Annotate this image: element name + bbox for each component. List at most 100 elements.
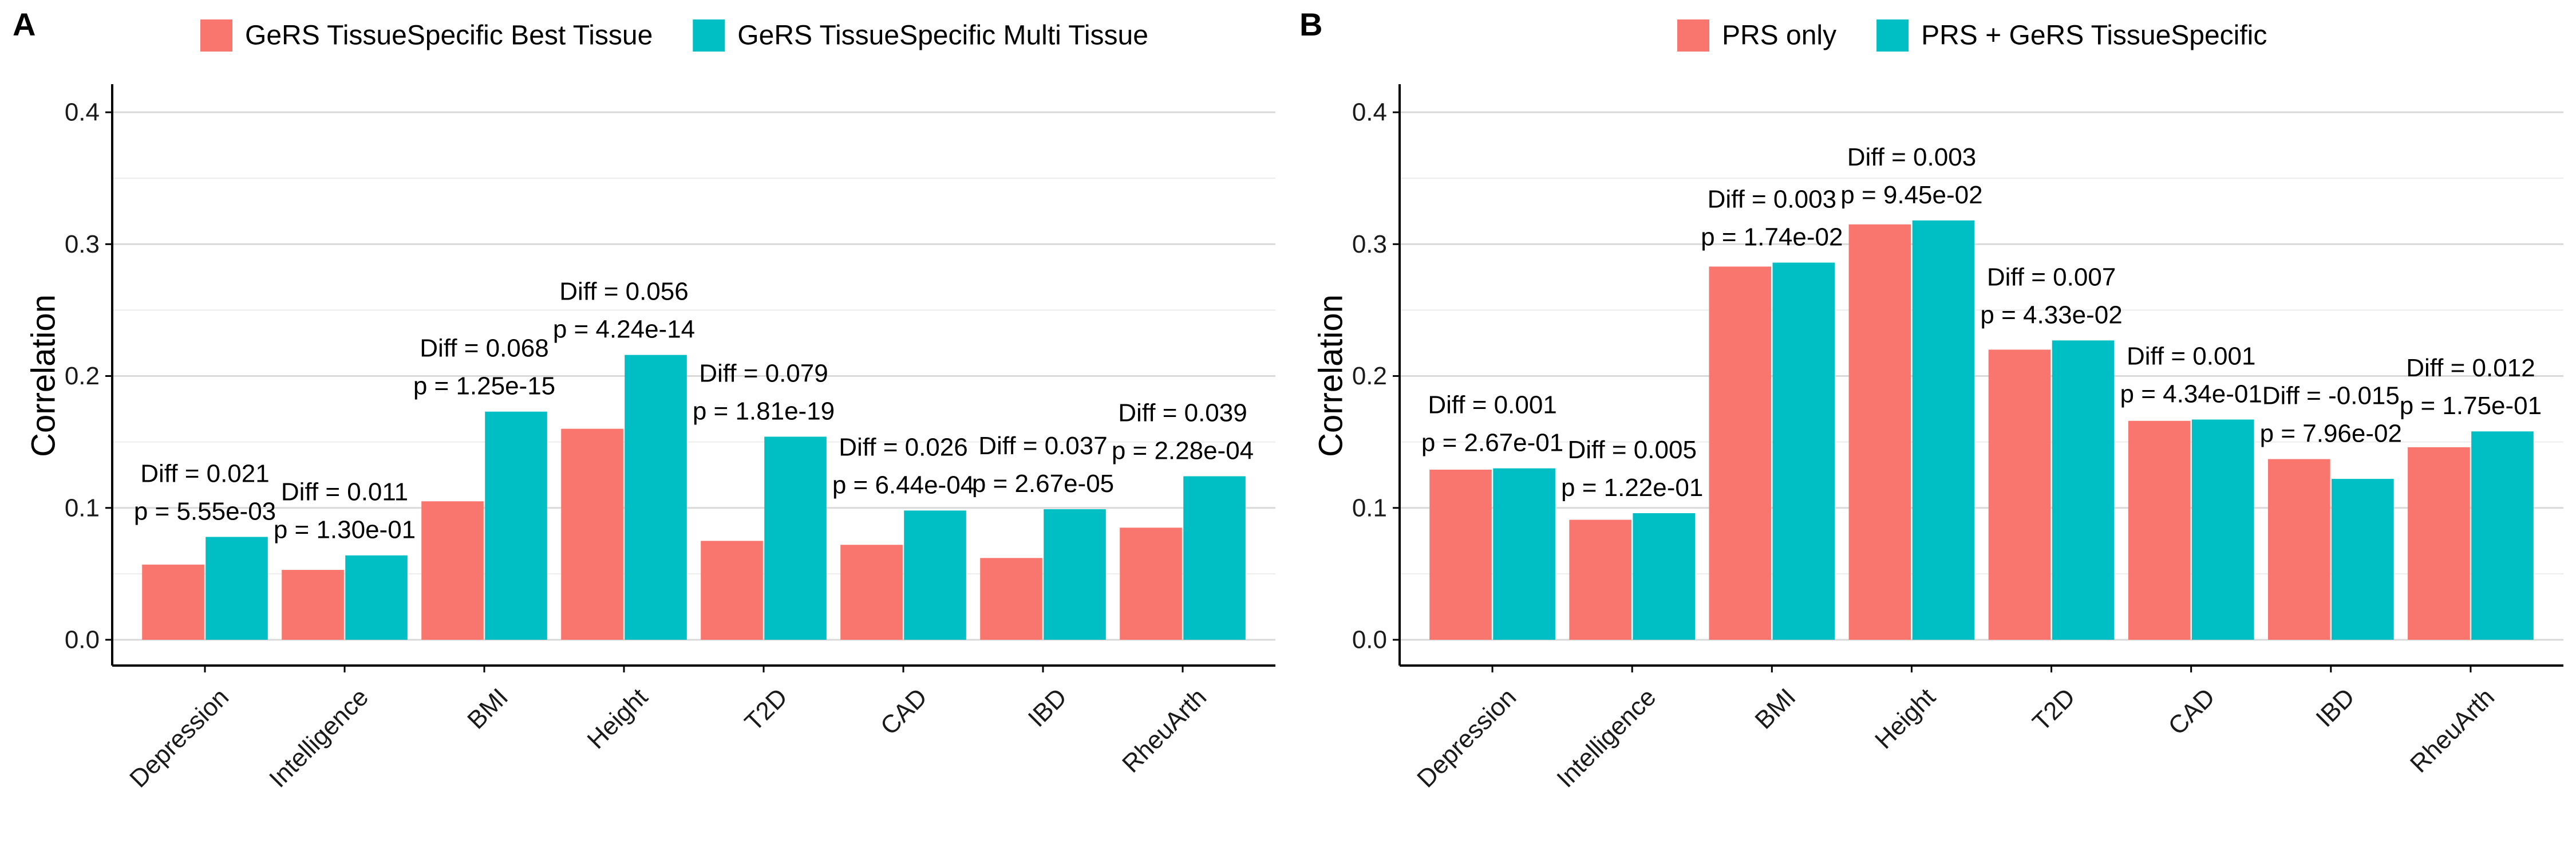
annotation-p-value: p = 1.81e-19 [693,397,835,425]
bar-height-series-2 [1912,220,1975,640]
annotation-diff: Diff = 0.079 [699,359,828,387]
annotation-p-value: p = 2.28e-04 [1112,437,1254,465]
annotation-diff: Diff = 0.001 [1428,391,1556,419]
bar-ibd-series-1 [980,558,1042,640]
bar-t2d-series-1 [701,541,763,640]
annotation-diff: Diff = 0.003 [1708,186,1836,214]
legend-label-series-1: PRS only [1722,21,1836,51]
bar-ibd-series-1 [2267,459,2330,640]
panel-label: B [1299,6,1322,42]
bar-intelligence-series-2 [1633,513,1696,640]
annotation-diff: Diff = 0.007 [1987,263,2116,291]
annotation-diff: Diff = 0.026 [839,433,967,461]
bar-height-series-1 [1848,224,1911,640]
y-tick-label: 0.2 [1352,362,1387,390]
x-tick-label: BMI [1749,683,1801,734]
annotation-p-value: p = 1.74e-02 [1701,223,1843,251]
annotation-diff: Diff = 0.068 [420,334,548,363]
bar-bmi-series-1 [1709,266,1772,640]
x-tick-label: BMI [462,683,513,734]
bar-intelligence-series-2 [345,555,408,640]
annotation-p-value: p = 1.25e-15 [413,372,555,400]
legend-key-series-1 [1677,19,1709,52]
legend-label-series-2: GeRS TissueSpecific Multi Tissue [737,21,1148,51]
annotation-diff: Diff = 0.021 [140,459,269,487]
annotation-diff: Diff = 0.012 [2406,354,2535,382]
x-tick-label: Height [1870,683,1941,754]
bar-depression-series-1 [1429,469,1492,640]
bar-intelligence-series-1 [1569,519,1631,640]
annotation-diff: Diff = 0.056 [559,278,688,306]
bar-rheuarth-series-1 [2408,447,2470,640]
annotation-p-value: p = 4.34e-01 [2120,380,2262,408]
annotation-diff: Diff = 0.005 [1567,436,1696,464]
annotation-p-value: p = 4.33e-02 [1980,301,2122,329]
bar-t2d-series-2 [2052,340,2115,640]
y-tick-label: 0.4 [65,99,100,127]
annotation-p-value: p = 1.75e-01 [2400,392,2542,420]
bar-rheuarth-series-2 [1183,476,1246,640]
annotation-diff: Diff = 0.001 [2127,343,2255,371]
legend-label-series-1: GeRS TissueSpecific Best Tissue [245,21,653,51]
bar-depression-series-2 [1493,468,1555,640]
x-tick-label: Depression [1412,683,1522,793]
annotation-p-value: p = 2.67e-01 [1421,429,1563,457]
bar-depression-series-2 [206,537,268,640]
y-tick-label: 0.3 [65,230,100,258]
y-tick-label: 0.4 [1352,99,1387,127]
x-tick-label: CAD [875,683,933,740]
bar-rheuarth-series-2 [2471,431,2534,640]
annotation-p-value: p = 1.30e-01 [274,516,416,544]
bar-depression-series-1 [142,564,204,640]
annotation-p-value: p = 6.44e-04 [832,471,974,499]
annotation-diff: Diff = 0.003 [1847,143,1976,171]
chart-panel-b: Depression Intelligence BMI Height T2D CAD IBD… [1299,6,2563,793]
y-tick-label: 0.1 [1352,494,1387,522]
annotation-p-value: p = 2.67e-05 [972,470,1114,498]
legend-label-series-2: PRS + GeRS TissueSpecific [1921,21,2267,51]
y-tick-label: 0.0 [1352,626,1387,654]
bar-bmi-series-2 [485,411,547,640]
chart-panel-a: Depression Intelligence BMI Height T2D CAD IBD… [13,6,1275,793]
bar-cad-series-1 [2128,420,2191,640]
y-tick-label: 0.2 [65,362,100,390]
bar-cad-series-2 [904,510,966,640]
bar-cad-series-2 [2191,419,2254,640]
bar-intelligence-series-1 [282,569,344,640]
annotation-diff: Diff = 0.037 [978,432,1107,460]
bar-ibd-series-2 [2332,479,2394,640]
bar-t2d-series-1 [1988,349,2051,640]
x-tick-label: T2D [2027,683,2080,736]
annotation-diff: Diff = 0.011 [281,478,408,506]
x-tick-label: IBD [1023,683,1073,733]
bar-bmi-series-2 [1772,262,1835,640]
y-tick-label: 0.3 [1352,230,1387,258]
y-tick-label: 0.0 [65,626,100,654]
x-tick-label: T2D [740,683,793,736]
annotation-p-value: p = 7.96e-02 [2260,420,2402,448]
x-tick-label: RheuArth [1117,683,1212,778]
legend-key-series-2 [693,19,725,52]
bar-ibd-series-2 [1044,509,1106,640]
panel-label: A [13,6,35,42]
legend-key-series-1 [200,19,232,52]
y-tick-label: 0.1 [65,494,100,522]
x-tick-label: CAD [2163,683,2220,740]
x-tick-label: IBD [2310,683,2360,733]
bar-t2d-series-2 [764,436,827,640]
x-tick-label: Depression [124,683,234,793]
legend-key-series-2 [1876,19,1909,52]
x-tick-label: Height [582,683,654,754]
annotation-p-value: p = 9.45e-02 [1840,181,1982,209]
bar-bmi-series-1 [421,501,484,640]
bar-cad-series-1 [840,545,903,640]
y-axis-label: Correlation [1313,294,1350,457]
bar-height-series-1 [561,428,623,640]
bar-height-series-2 [625,355,687,640]
x-tick-label: Intelligence [264,683,374,793]
bar-rheuarth-series-1 [1120,528,1182,640]
annotation-p-value: p = 5.55e-03 [134,497,276,525]
y-axis-label: Correlation [25,294,62,457]
